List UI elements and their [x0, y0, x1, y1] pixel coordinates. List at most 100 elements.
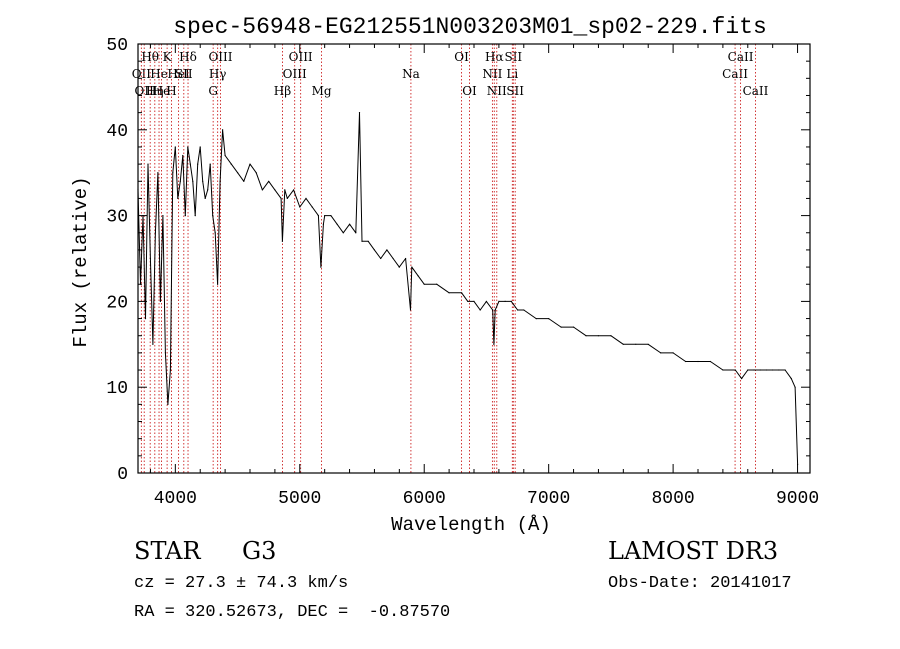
- data-point: [597, 335, 600, 337]
- data-point: [189, 163, 191, 165]
- data-point: [224, 154, 226, 157]
- y-tick-label: 30: [106, 208, 128, 228]
- data-point: [405, 257, 407, 260]
- data-point: [635, 343, 637, 345]
- data-point: [322, 223, 324, 225]
- data-point: [585, 335, 587, 337]
- y-tick-label: 20: [106, 293, 128, 313]
- data-point: [392, 257, 394, 260]
- chart-title: spec-56948-EG212551N003203M01_sp02-229.f…: [173, 14, 767, 40]
- data-point: [212, 215, 214, 217]
- data-point: [293, 189, 295, 191]
- data-point: [510, 300, 512, 302]
- data-point: [249, 163, 251, 165]
- line-marker-label: He: [153, 84, 171, 98]
- data-point: [765, 369, 768, 371]
- line-marker-label: OIII: [208, 50, 232, 64]
- data-point: [169, 369, 171, 371]
- line-marker-label: Mg: [312, 84, 332, 98]
- data-point: [548, 318, 550, 320]
- data-point: [747, 369, 749, 371]
- data-point: [784, 369, 786, 371]
- line-marker-label: OI: [462, 84, 477, 98]
- line-marker-label: Li: [506, 67, 518, 81]
- data-point: [411, 266, 413, 268]
- object-class: STAR: [134, 537, 201, 565]
- data-point: [330, 215, 332, 217]
- data-point: [199, 146, 201, 148]
- data-point: [485, 300, 487, 302]
- data-point: [355, 232, 357, 234]
- line-marker-label: Hθ: [141, 50, 159, 64]
- line-marker-label: He: [150, 67, 168, 81]
- data-point: [194, 215, 196, 217]
- data-point: [573, 326, 575, 328]
- line-marker-label: H: [166, 84, 176, 98]
- line-marker-label: NII: [482, 67, 502, 81]
- data-point: [320, 266, 322, 268]
- line-marker-label: G: [208, 84, 218, 98]
- data-point: [317, 215, 319, 217]
- y-tick-label: 10: [106, 379, 128, 399]
- data-point: [152, 343, 154, 345]
- line-marker-label: CaII: [728, 50, 754, 64]
- data-point: [230, 163, 232, 165]
- data-point: [214, 232, 216, 234]
- data-point: [147, 163, 149, 165]
- data-point: [164, 352, 166, 354]
- data-point: [517, 309, 519, 311]
- data-point: [722, 369, 724, 371]
- data-point: [753, 369, 755, 371]
- data-point: [219, 180, 221, 182]
- data-point: [349, 223, 351, 225]
- data-point: [336, 223, 338, 225]
- x-tick-label: 6000: [403, 489, 446, 509]
- data-point: [149, 257, 151, 260]
- data-point: [324, 215, 326, 217]
- spectrum-series: [137, 112, 799, 465]
- line-marker-label: HeI: [167, 67, 190, 81]
- data-point: [759, 369, 761, 371]
- data-point: [467, 300, 469, 302]
- line-marker-label: SII: [506, 84, 524, 98]
- data-point: [184, 215, 186, 217]
- data-point: [144, 318, 147, 320]
- data-point: [498, 300, 500, 302]
- data-point: [237, 172, 239, 174]
- survey-name: LAMOST DR3: [608, 537, 779, 565]
- data-point: [361, 240, 363, 242]
- data-point: [493, 343, 495, 345]
- line-marker-label: OI: [454, 50, 469, 64]
- line-marker-label: OII: [135, 84, 155, 98]
- emission-line-markers: OIIOIIHθHηHeHeKHHeISIIHδGHγOIIIHβOIIIOII…: [132, 44, 769, 473]
- data-point: [660, 352, 662, 354]
- line-marker-label: Hβ: [274, 84, 291, 98]
- x-tick-label: 7000: [527, 489, 570, 509]
- x-tick-label: 8000: [652, 489, 695, 509]
- data-point: [417, 275, 419, 277]
- data-point: [284, 189, 286, 191]
- line-marker-label: Na: [402, 67, 420, 81]
- data-point: [243, 180, 245, 182]
- data-point: [358, 112, 361, 114]
- axis-ticks: 4000 5000 6000 7000 8000 9000 0 10 20 30 40 50: [106, 36, 819, 509]
- y-axis-label: Flux (relative): [70, 176, 92, 347]
- line-marker-label: Hδ: [179, 50, 197, 64]
- data-point: [187, 146, 189, 148]
- data-point: [685, 360, 687, 363]
- data-point: [741, 378, 743, 380]
- data-point: [373, 249, 375, 251]
- data-point: [280, 197, 282, 199]
- data-point: [409, 309, 412, 311]
- y-tick-label: 40: [106, 122, 128, 142]
- data-point: [622, 343, 624, 345]
- data-point: [182, 154, 184, 157]
- line-marker-label: SII: [504, 50, 522, 64]
- x-tick-label: 5000: [278, 489, 321, 509]
- line-marker-label: K: [163, 50, 173, 64]
- data-point: [494, 309, 496, 311]
- data-point: [647, 343, 649, 345]
- data-point: [492, 309, 494, 311]
- data-point: [672, 352, 674, 354]
- data-point: [305, 197, 307, 199]
